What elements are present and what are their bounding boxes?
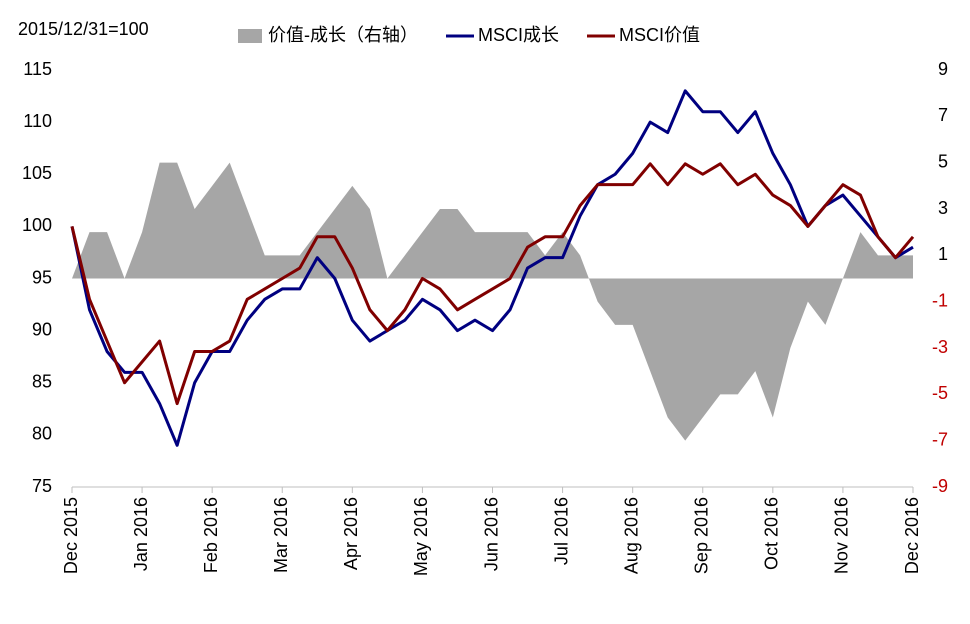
y2-tick-label: -9 bbox=[932, 476, 948, 496]
y-tick-label: 75 bbox=[32, 476, 52, 496]
y2-tick-label: 5 bbox=[938, 151, 948, 171]
y-tick-label: 110 bbox=[23, 111, 52, 131]
x-tick-label: Jul 2016 bbox=[551, 497, 571, 565]
y-tick-label: 115 bbox=[23, 59, 52, 79]
y-tick-label: 90 bbox=[32, 319, 52, 339]
x-tick-label: Dec 2016 bbox=[902, 497, 922, 574]
legend-label: 价值-成长（右轴） bbox=[268, 25, 418, 45]
y-tick-label: 95 bbox=[32, 267, 52, 287]
line bbox=[70, 162, 915, 406]
x-tick-label: Sep 2016 bbox=[692, 497, 712, 574]
y-tick-label: 85 bbox=[32, 372, 52, 392]
y2-tick-label: 9 bbox=[938, 59, 948, 79]
x-tick-label: Mar 2016 bbox=[271, 497, 291, 573]
y-tick-label: 80 bbox=[32, 424, 52, 444]
x-tick-label: Aug 2016 bbox=[621, 497, 641, 574]
x-tick-label: Oct 2016 bbox=[762, 497, 782, 570]
x-tick-label: Feb 2016 bbox=[201, 497, 221, 573]
y2-tick-label: 7 bbox=[938, 105, 948, 125]
y2-tick-label: -5 bbox=[932, 383, 948, 403]
x-tick-label: Apr 2016 bbox=[341, 497, 361, 570]
y2-tick-label: -3 bbox=[932, 337, 948, 357]
y2-tick-label: 3 bbox=[938, 198, 948, 218]
y2-tick-label: 1 bbox=[938, 244, 948, 264]
area bbox=[72, 162, 913, 441]
base-label: 2015/12/31=100 bbox=[18, 19, 149, 39]
x-tick-label: Dec 2015 bbox=[61, 497, 81, 574]
x-tick-label: May 2016 bbox=[411, 497, 431, 576]
legend-swatch bbox=[238, 29, 262, 43]
x-tick-label: Jan 2016 bbox=[131, 497, 151, 571]
y2-tick-label: -1 bbox=[932, 290, 948, 310]
y2-tick-label: -7 bbox=[932, 429, 948, 449]
y-tick-label: 100 bbox=[22, 215, 52, 235]
x-tick-label: Jun 2016 bbox=[481, 497, 501, 571]
legend-label: MSCI价值 bbox=[619, 25, 700, 45]
x-tick-label: Nov 2016 bbox=[832, 497, 852, 574]
y-tick-label: 105 bbox=[22, 163, 52, 183]
legend-label: MSCI成长 bbox=[478, 25, 559, 45]
